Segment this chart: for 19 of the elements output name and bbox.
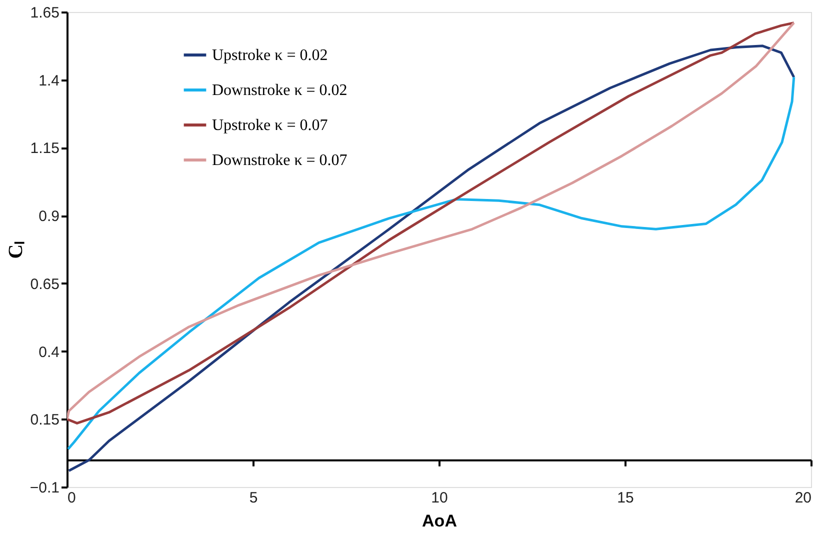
- x-tick-label: 0: [68, 490, 76, 506]
- y-tick-label: 0.4: [38, 344, 60, 361]
- y-tick-label: 1.65: [30, 4, 60, 22]
- x-tick-label: 15: [617, 490, 634, 506]
- x-axis-title: AoA: [422, 512, 457, 530]
- legend-label: Downstroke κ = 0.07: [212, 152, 348, 169]
- x-tick-label: 5: [249, 490, 258, 506]
- legend-label: Upstroke κ = 0.07: [212, 117, 328, 134]
- y-tick-label: 0.9: [38, 208, 60, 226]
- y-tick-label: 0.65: [30, 276, 60, 293]
- x-tick-label: 20: [794, 490, 812, 506]
- y-tick-label: −0.1: [30, 480, 60, 496]
- y-axis-title: Cₗ: [4, 241, 27, 259]
- legend-label: Upstroke κ = 0.02: [212, 47, 328, 64]
- legend-label: Downstroke κ = 0.02: [212, 82, 348, 99]
- x-tick-label: 10: [431, 490, 448, 506]
- y-tick-label: 1.4: [38, 72, 60, 90]
- y-tick-label: 1.15: [30, 140, 60, 158]
- y-tick-label: 0.15: [30, 412, 60, 429]
